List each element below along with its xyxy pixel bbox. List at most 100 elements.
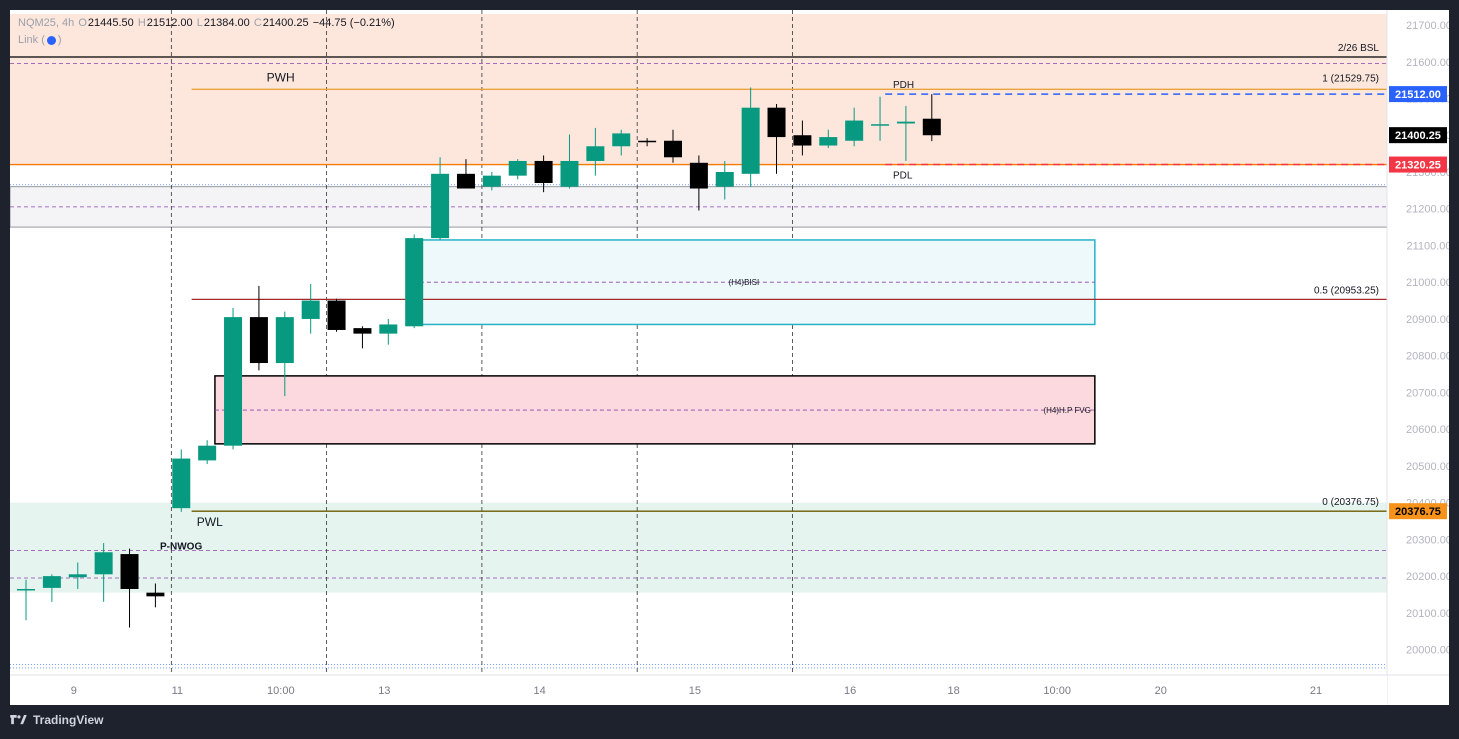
time-tick-label: 15	[689, 685, 701, 697]
candle-body	[664, 140, 682, 158]
candle-body	[68, 574, 87, 578]
price-tag-label: 20376.75	[1395, 506, 1441, 518]
candle-body	[275, 317, 294, 364]
fib-0-line-label: 0 (20376.75)	[1322, 497, 1379, 508]
candle-body	[120, 554, 139, 589]
open-label: O	[78, 17, 87, 29]
candle-body	[534, 160, 553, 184]
price-tick-label: 20200.00	[1406, 571, 1449, 583]
pdl-line-label: PDL	[893, 171, 913, 182]
fvg-box-label: (H4)H.P FVG	[1043, 406, 1090, 415]
candle-body	[922, 118, 941, 136]
time-tick-label: 10:00	[267, 685, 295, 697]
fib-1-line-label: 1 (21529.75)	[1322, 74, 1379, 85]
time-tick-label: 21	[1310, 685, 1322, 697]
price-tag	[1389, 503, 1447, 520]
price-tick-label: 20000.00	[1406, 645, 1449, 657]
candle-body	[508, 160, 527, 176]
price-tick-label: 21700.00	[1406, 20, 1449, 32]
time-tick-label: 13	[378, 685, 390, 697]
ndog-label: P-NWOG	[160, 542, 202, 553]
price-tick-label: 21200.00	[1406, 204, 1449, 216]
price-tick-label: 20700.00	[1406, 387, 1449, 399]
pwl-line-label: PWL	[197, 515, 223, 529]
candle-body	[767, 107, 786, 138]
chart-frame: (H4)BISI (H4)H.P FVG 2/26 BSL PWH 1 (21529.7…	[10, 10, 1449, 705]
candle-body	[17, 588, 35, 591]
brand-label: TradingView	[33, 713, 104, 727]
candle-body	[431, 173, 450, 239]
price-tag	[1389, 86, 1447, 103]
price-tag	[1389, 127, 1447, 144]
ohlc-legend: NQM25, 4h O21445.50 H21512.00 L21384.00 …	[18, 17, 396, 29]
symbol-label[interactable]: NQM25, 4h	[18, 17, 75, 29]
change-value: −44.75 (−0.21%)	[312, 17, 395, 29]
candle-body	[612, 133, 631, 147]
candle-body	[689, 162, 708, 189]
candle-body	[793, 135, 812, 146]
close-label: C	[253, 17, 262, 29]
time-tick-label: 9	[71, 685, 77, 697]
pdh-line-label: PDH	[893, 80, 914, 91]
time-tick-label: 18	[948, 685, 960, 697]
candle-body	[560, 160, 579, 187]
candle-body	[146, 592, 165, 597]
link-indicator[interactable]: Link ()	[18, 34, 62, 46]
candle-body	[845, 120, 864, 141]
price-tick-label: 21100.00	[1406, 240, 1449, 252]
price-tick-label: 21000.00	[1406, 277, 1449, 289]
price-axis	[1387, 10, 1449, 705]
price-tick-label: 20800.00	[1406, 351, 1449, 363]
close-value: 21400.25	[262, 17, 309, 29]
time-tick-label: 20	[1155, 685, 1167, 697]
fvg-box	[214, 375, 1096, 445]
high-label: H	[137, 17, 146, 29]
candle-body	[482, 175, 501, 187]
candle-body	[871, 124, 890, 126]
link-label: Link	[18, 34, 39, 46]
candle-body	[715, 171, 734, 187]
price-tick-label: 20900.00	[1406, 314, 1449, 326]
open-value: 21445.50	[87, 17, 134, 29]
premium-band	[10, 61, 1387, 165]
candle-body	[301, 300, 320, 319]
time-tick-label: 10:00	[1043, 685, 1071, 697]
bisi-box-label: (H4)BISI	[729, 278, 760, 287]
candle-body	[224, 317, 243, 446]
time-tick-label: 11	[172, 685, 183, 697]
time-axis	[10, 675, 1387, 705]
price-tick-label: 21600.00	[1406, 57, 1449, 69]
premium-zone	[10, 14, 1387, 62]
low-value: 21384.00	[203, 17, 250, 29]
price-chart[interactable]: (H4)BISI (H4)H.P FVG 2/26 BSL PWH 1 (21529.7…	[10, 10, 1449, 705]
price-tag-label: 21512.00	[1395, 89, 1441, 101]
candle-body	[405, 238, 424, 327]
tradingview-footer[interactable]: TradingView	[10, 713, 103, 727]
candle-body	[638, 140, 657, 143]
bsl-line-label: 2/26 BSL	[1338, 43, 1380, 54]
candle-body	[586, 146, 605, 161]
candle-body	[327, 300, 346, 330]
price-tag	[1389, 156, 1447, 173]
candle-body	[94, 552, 113, 575]
candle-body	[172, 458, 191, 509]
candle-body	[42, 576, 61, 588]
price-tick-label: 20100.00	[1406, 608, 1449, 620]
price-tick-label: 20300.00	[1406, 534, 1449, 546]
link-dot-icon	[46, 35, 56, 45]
price-tag-label: 21400.25	[1395, 130, 1441, 142]
candle-body	[896, 121, 915, 124]
high-value: 21512.00	[146, 17, 193, 29]
candle-body	[456, 173, 475, 189]
low-label: L	[196, 17, 203, 29]
candle-body	[379, 324, 398, 334]
price-tag-label: 21320.25	[1395, 160, 1441, 172]
candle-body	[353, 328, 372, 334]
candle-body	[198, 445, 217, 461]
candle-body	[819, 137, 838, 146]
candle-body	[741, 107, 760, 174]
price-tick-label: 20500.00	[1406, 461, 1449, 473]
pwh-line-label: PWH	[267, 70, 295, 84]
fib-05-line-label: 0.5 (20953.25)	[1314, 285, 1379, 296]
candle-body	[249, 317, 268, 364]
